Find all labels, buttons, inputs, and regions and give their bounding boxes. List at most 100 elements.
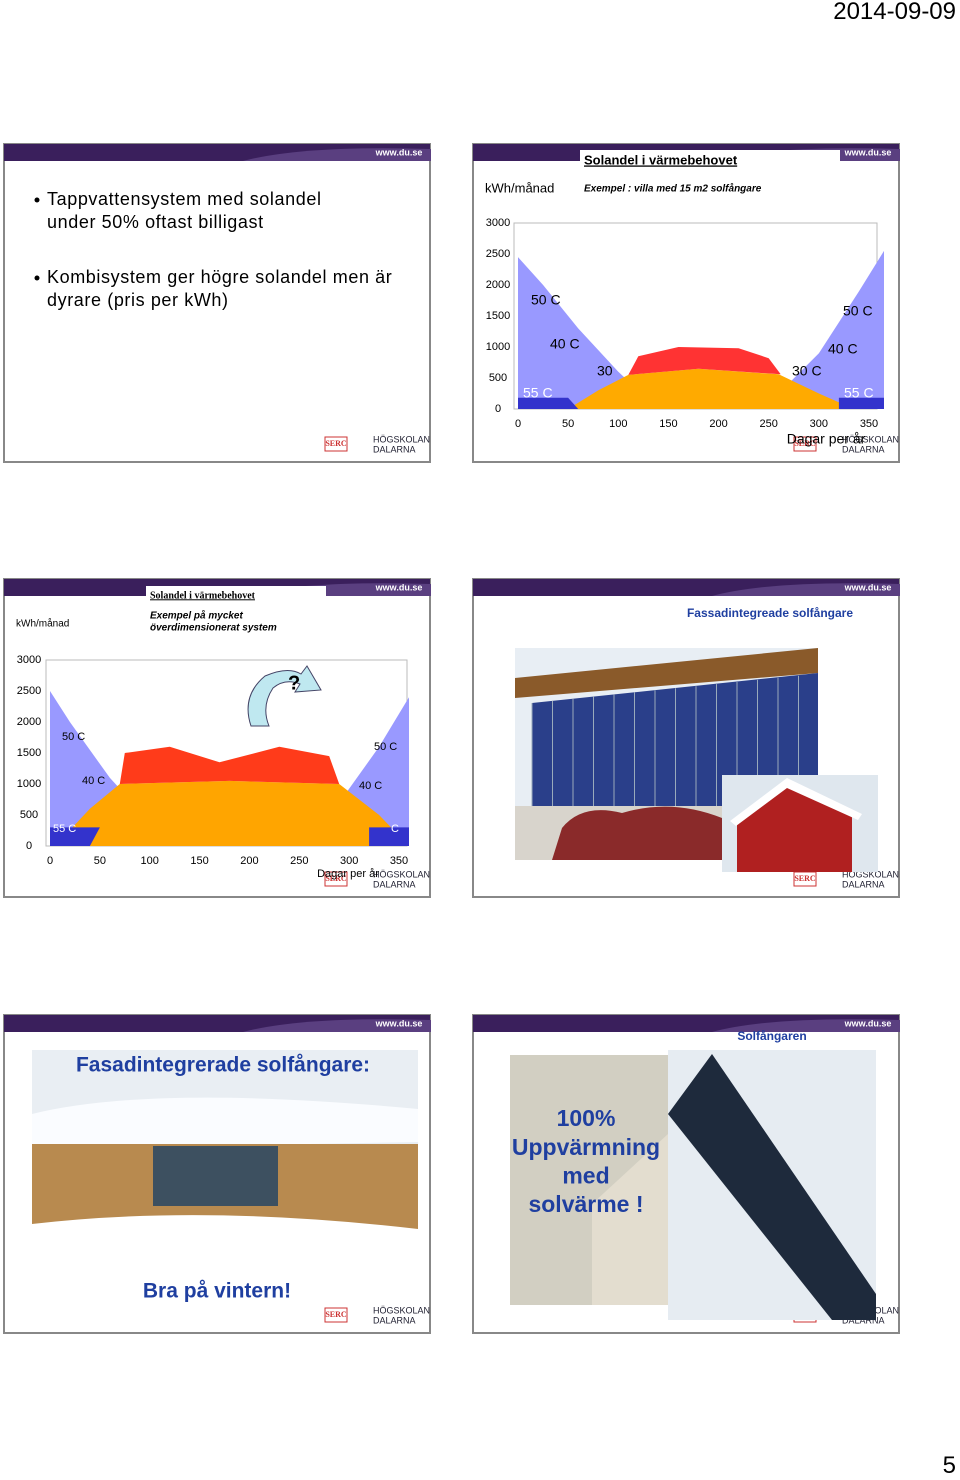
photo2-roof: [730, 778, 862, 826]
bullet-dot: [34, 197, 40, 203]
header-url: www.du.se: [844, 1018, 892, 1028]
logo-serc-box: [324, 1307, 348, 1323]
logo-line1: HÖGSKOLAN: [373, 1305, 430, 1315]
slide-title: Fassadintegreade solfångare: [687, 606, 853, 620]
title-box: [146, 586, 326, 604]
x-tick-label: 150: [190, 855, 208, 867]
header-swoosh: [243, 148, 431, 161]
area-blue: [369, 827, 409, 846]
bullet-text: Tappvattensystem med solandel under 50% …: [47, 189, 322, 232]
photo-collector-roof: [668, 1054, 876, 1320]
region-label: 30: [597, 363, 613, 379]
header-swoosh: [243, 1019, 431, 1032]
x-axis-label: Dagar per år: [787, 431, 866, 447]
logo-line1: HÖGSKOLAN: [842, 869, 899, 879]
y-tick-label: 2500: [486, 248, 510, 260]
y-tick-label: 1000: [17, 778, 41, 790]
y-tick-label: 0: [495, 403, 501, 415]
x-tick-label: 350: [860, 418, 878, 430]
region-label: 50 C: [531, 292, 561, 308]
y-tick-label: 1500: [486, 310, 510, 322]
region-label: 55 C: [844, 385, 874, 401]
x-tick-label: 250: [760, 418, 778, 430]
logo-serc-box: [324, 436, 348, 452]
logo-line1: HÖGSKOLAN: [842, 434, 899, 444]
area-blue: [50, 827, 100, 846]
question-mark: ?: [288, 672, 300, 694]
photo-covers: [552, 806, 732, 860]
logo-serc: SERC: [325, 1310, 347, 1319]
curved-arrow: [247, 665, 322, 727]
date: 2014-09-09: [833, 0, 956, 25]
x-tick-label: 0: [47, 855, 53, 867]
photo-house: [592, 1134, 668, 1305]
header-url: www.du.se: [844, 147, 892, 157]
region-label: 40 C: [82, 775, 105, 787]
area-red: [628, 347, 781, 375]
area-purple: [748, 250, 884, 409]
bullet-dot: [34, 275, 40, 281]
y-tick-label: 1000: [486, 341, 510, 353]
y-axis-label: kWh/månad: [485, 180, 554, 195]
slide-frame: [3, 143, 431, 463]
x-tick-label: 200: [709, 418, 727, 430]
area-red: [119, 746, 340, 784]
x-tick-label: 100: [609, 418, 627, 430]
photo-snow: [32, 1215, 418, 1280]
chart-subtitle: Exempel på mycket: [150, 610, 243, 622]
chart-title: Solandel i värmebehovet: [150, 590, 256, 601]
area-blue: [518, 397, 579, 409]
x-tick-label: 0: [515, 418, 521, 430]
region-label: 55 C: [53, 823, 76, 835]
area-purple: [50, 691, 170, 846]
area-orange: [55, 780, 409, 846]
caption-line: Uppvärmning: [512, 1134, 660, 1160]
region-label: 50 C: [374, 741, 397, 753]
logo-line1: HÖGSKOLAN: [373, 869, 430, 879]
area-orange: [568, 368, 854, 409]
logo-serc-box: [324, 871, 348, 887]
y-tick-label: 500: [20, 809, 38, 821]
region-label: 30 C: [792, 363, 822, 379]
x-tick-label: 300: [810, 418, 828, 430]
logo-line2: DALARNA: [373, 444, 416, 454]
x-tick-label: 150: [659, 418, 677, 430]
chart-subtitle: överdimensionerat system: [150, 623, 277, 634]
logo-serc: SERC: [325, 439, 347, 448]
x-tick-label: 50: [94, 855, 106, 867]
logo-line2: DALARNA: [842, 444, 885, 454]
x-tick-label: 200: [240, 855, 258, 867]
photo2-house: [737, 783, 852, 872]
slide: www.du.seSERCHÖGSKOLANDALARNASolfångaren…: [472, 1014, 900, 1334]
y-axis-label: kWh/månad: [16, 618, 69, 630]
x-tick-label: 250: [290, 855, 308, 867]
region-label: 55 C: [523, 385, 553, 401]
region-label: C: [391, 823, 399, 835]
logo-serc: SERC: [794, 874, 816, 883]
y-tick-label: 2500: [17, 685, 41, 697]
logo-line2: DALARNA: [842, 879, 885, 889]
page-number: 5: [942, 1452, 956, 1479]
logo-serc: SERC: [325, 874, 347, 883]
bullet-box: Tappvattensystem med solandel under 50% …: [47, 189, 322, 232]
x-tick-label: 300: [340, 855, 358, 867]
area-blue: [838, 397, 884, 409]
header-swoosh: [712, 1019, 900, 1032]
photo-roof: [515, 648, 818, 698]
logo-serc: SERC: [794, 439, 816, 448]
slide-title: Fasadintegrerade solfångare:: [76, 1054, 370, 1077]
logo-serc-box: [793, 436, 817, 452]
caption-line: 100%: [557, 1105, 616, 1131]
header-url: www.du.se: [375, 1018, 423, 1028]
slide-title: Solfångaren: [737, 1029, 806, 1043]
y-tick-label: 2000: [17, 716, 41, 728]
header-url: www.du.se: [375, 582, 423, 592]
caption-line: med: [562, 1162, 609, 1188]
area-purple: [518, 257, 664, 409]
photo-snowroof: [32, 1097, 418, 1149]
x-tick-label: 350: [390, 855, 408, 867]
header-swoosh: [712, 583, 900, 596]
chart-subtitle: Exempel : villa med 15 m2 solfångare: [584, 183, 762, 195]
